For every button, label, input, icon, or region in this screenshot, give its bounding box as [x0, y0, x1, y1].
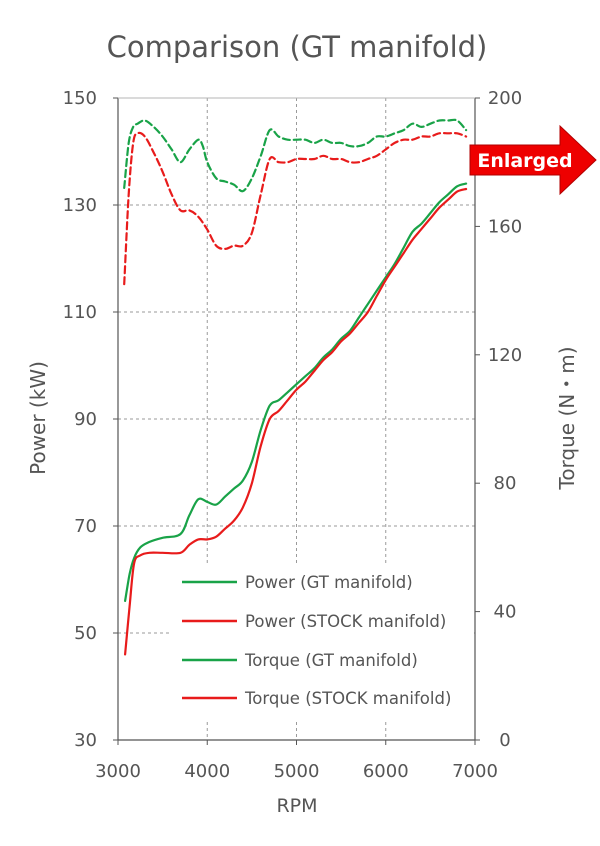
y-left-tick-label: 130 [63, 195, 97, 216]
series-line-0 [124, 182, 468, 602]
x-tick-label: 7000 [452, 761, 498, 782]
legend: Power (GT manifold) Power (STOCK manifold… [172, 563, 474, 719]
legend-box [172, 563, 474, 719]
y-left-tick-label: 90 [74, 409, 97, 430]
y-axis-label-left: Power (kW) [26, 361, 50, 475]
enlarged-badge: Enlarged [469, 124, 597, 196]
series-line-2 [123, 118, 468, 193]
legend-label-1: Power (STOCK manifold) [245, 612, 446, 631]
y-left-tick-label: 50 [74, 623, 97, 644]
series-line-3 [123, 131, 468, 286]
legend-label-3: Torque (STOCK manifold) [244, 689, 451, 708]
y-axis-label-right: Torque (N・m) [555, 346, 579, 490]
y-right-tick-label: 200 [488, 88, 522, 109]
axes [113, 97, 480, 745]
legend-label-2: Torque (GT manifold) [244, 651, 418, 670]
x-tick-label: 3000 [95, 761, 141, 782]
y-right-tick-label: 120 [488, 345, 522, 366]
badge-label: Enlarged [477, 150, 572, 172]
x-tick-label: 6000 [363, 761, 409, 782]
tick-labels: 3000 4000 5000 6000 7000 30 50 70 90 110 130 150 0 40… [63, 88, 523, 782]
y-right-tick-label: 160 [488, 216, 522, 237]
y-right-tick-label: 40 [494, 602, 517, 623]
y-left-tick-label: 30 [74, 730, 97, 751]
series-lines [123, 118, 468, 656]
legend-label-0: Power (GT manifold) [245, 573, 413, 592]
x-tick-label: 5000 [274, 761, 320, 782]
y-right-tick-label: 0 [499, 730, 510, 751]
badge-arrow-shape [469, 124, 597, 196]
y-left-tick-label: 110 [63, 302, 97, 323]
chart-title: Comparison (GT manifold) [107, 30, 488, 64]
y-left-tick-label: 150 [63, 88, 97, 109]
series-line-1 [124, 187, 468, 656]
x-tick-label: 4000 [184, 761, 230, 782]
y-right-tick-label: 80 [494, 473, 517, 494]
y-left-tick-label: 70 [74, 516, 97, 537]
x-axis-label: RPM [276, 795, 317, 817]
